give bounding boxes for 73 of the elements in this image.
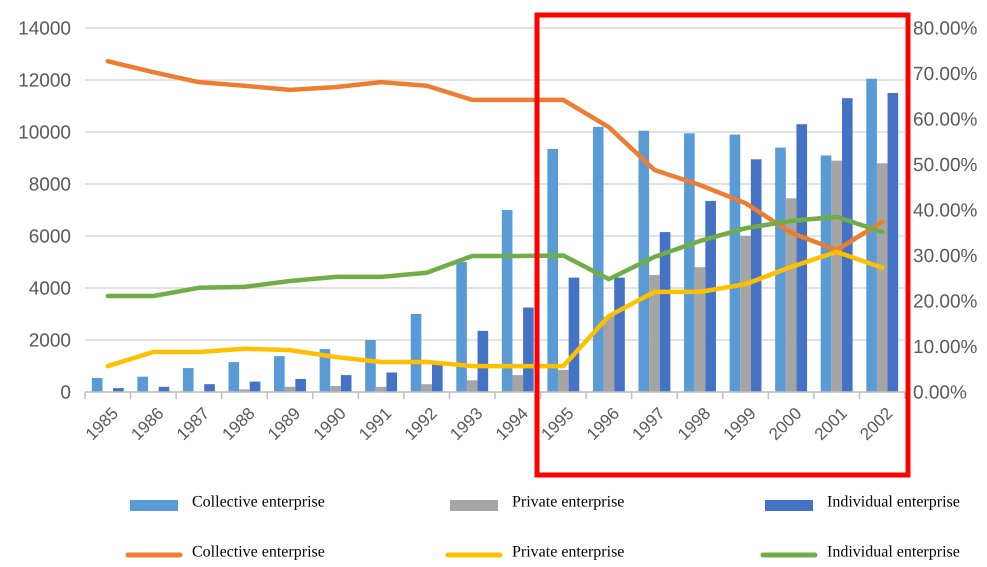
bar: [228, 362, 240, 392]
bar: [158, 386, 170, 392]
y2-tick-label: 40.00%: [913, 200, 978, 222]
bar: [649, 275, 660, 392]
bar: [284, 386, 296, 392]
bar: [456, 262, 467, 392]
line-series: [106, 58, 884, 252]
bar: [330, 386, 341, 392]
bar: [466, 380, 478, 392]
bar: [604, 316, 614, 392]
bar: [386, 372, 398, 392]
bar: [547, 148, 558, 392]
bar: [796, 124, 808, 392]
bar: [705, 200, 716, 392]
bar: [592, 126, 604, 392]
y-tick-label: 2000: [28, 330, 71, 352]
y2-tick-label: 80.00%: [913, 18, 978, 40]
bar: [694, 267, 706, 392]
bar: [421, 384, 432, 392]
bar: [831, 160, 842, 392]
legend-label: Collective enterprise: [192, 494, 325, 511]
bar: [204, 384, 215, 392]
bar: [92, 378, 102, 392]
bar: [876, 163, 888, 392]
y-tick-label: 6000: [28, 226, 71, 248]
bar: [820, 155, 832, 392]
bar: [365, 340, 376, 392]
y-tick-label: 4000: [28, 278, 71, 300]
bar: [866, 78, 877, 392]
y-tick-label: 0: [60, 382, 71, 404]
bar: [250, 382, 260, 392]
y2-tick-label: 10.00%: [913, 337, 978, 358]
legend-label: Individual enterprise: [827, 544, 960, 561]
bar: [888, 93, 898, 392]
bar: [340, 375, 352, 392]
bar: [558, 370, 569, 392]
bar: [842, 98, 853, 392]
bar: [660, 232, 670, 392]
bar: [512, 375, 524, 392]
y-tick-label: 8000: [28, 174, 71, 196]
legend-label: Private enterprise: [512, 544, 624, 561]
bar: [274, 356, 285, 392]
bar: [410, 314, 422, 392]
y2-tick-label: 20.00%: [913, 292, 978, 313]
bar: [182, 368, 194, 392]
bar: [775, 148, 786, 392]
bar: [137, 376, 148, 392]
legend-label: Individual enterprise: [827, 494, 960, 511]
bar: [523, 308, 534, 392]
y2-tick-label: 70.00%: [913, 64, 978, 86]
bar: [750, 159, 762, 392]
bar: [684, 133, 695, 392]
bar: [786, 198, 796, 392]
bar: [295, 379, 306, 392]
bar: [614, 278, 625, 392]
y-tick-label: 14000: [18, 18, 71, 40]
line-series: [106, 250, 884, 368]
bar: [502, 210, 512, 392]
y2-tick-label: 30.00%: [913, 246, 978, 268]
bar: [432, 363, 443, 392]
legend-label: Collective enterprise: [192, 544, 325, 561]
y-tick-label: 12000: [18, 70, 71, 92]
y2-tick-label: 50.00%: [913, 155, 978, 176]
y-tick-label: 10000: [18, 122, 71, 144]
bar: [730, 134, 740, 392]
bar: [638, 130, 650, 392]
y2-tick-label: 60.00%: [913, 110, 978, 131]
legend-label: Private enterprise: [512, 494, 624, 511]
bar: [740, 236, 751, 392]
bar: [568, 278, 580, 392]
y2-tick-label: 0.00%: [913, 382, 967, 404]
line-series: [106, 214, 884, 298]
bar: [478, 330, 488, 392]
